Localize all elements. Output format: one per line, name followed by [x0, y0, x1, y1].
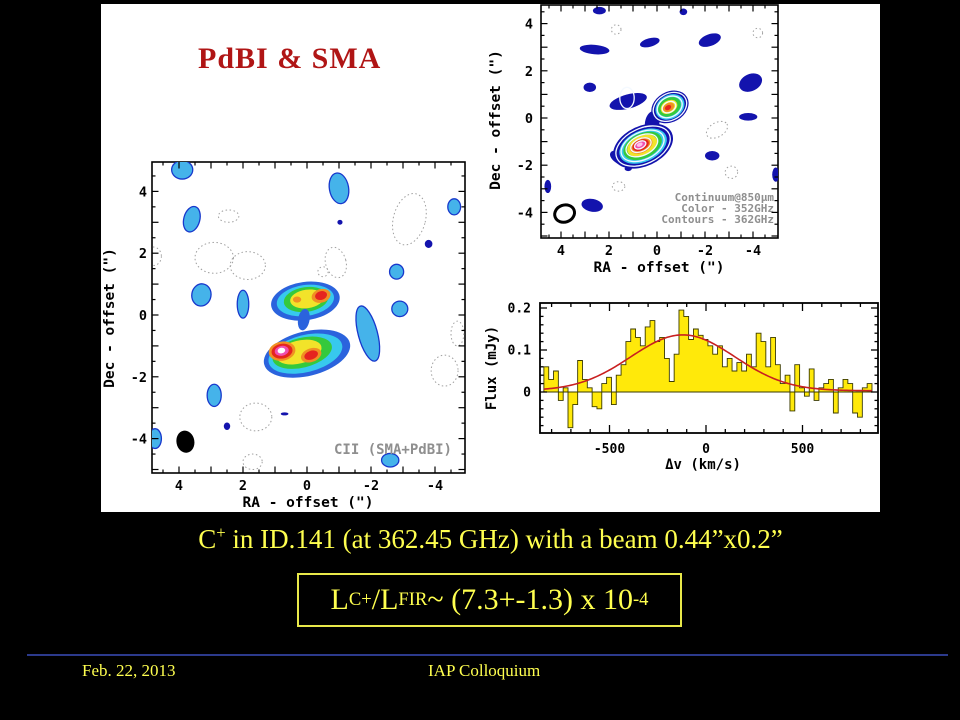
formula-box: L C +/L FIR ~ (7.3+-1.3) x 10 -4 [297, 573, 682, 627]
footer-divider [27, 654, 948, 656]
footer-date: Feb. 22, 2013 [82, 661, 176, 680]
footer-venue: IAP Colloquium [428, 661, 541, 680]
caption-line: C+ in ID.141 (at 362.45 GHz) with a beam… [198, 523, 783, 554]
content-panel [101, 4, 880, 512]
slide-title: PdBI & SMA [198, 42, 382, 75]
